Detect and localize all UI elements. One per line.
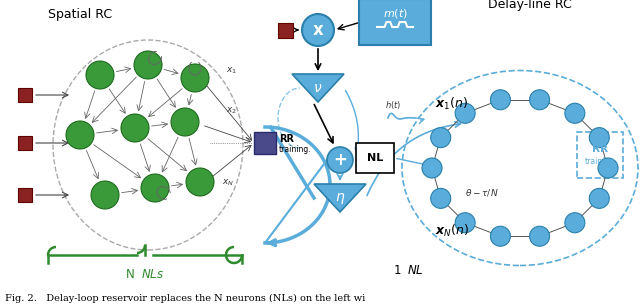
- Text: RR: RR: [279, 134, 294, 144]
- Text: x: x: [312, 21, 323, 39]
- Text: $\mathit{NLs}$: $\mathit{NLs}$: [141, 268, 164, 282]
- Circle shape: [186, 168, 214, 196]
- Text: Fig. 2.   Delay-loop reservoir replaces the N neurons (NLs) on the left wi: Fig. 2. Delay-loop reservoir replaces th…: [5, 293, 365, 303]
- Circle shape: [181, 64, 209, 92]
- FancyBboxPatch shape: [356, 143, 394, 173]
- Text: RR: RR: [592, 144, 608, 154]
- FancyBboxPatch shape: [18, 188, 32, 202]
- Text: $m(t)$: $m(t)$: [383, 8, 408, 20]
- Text: $x_2$: $x_2$: [226, 105, 237, 116]
- Circle shape: [529, 90, 550, 110]
- FancyBboxPatch shape: [577, 132, 623, 178]
- Circle shape: [490, 226, 511, 246]
- Text: 1: 1: [394, 264, 405, 277]
- Text: +: +: [333, 151, 347, 169]
- Text: $\nu$: $\nu$: [314, 81, 323, 95]
- Text: $\theta - \tau/N$: $\theta - \tau/N$: [465, 186, 499, 198]
- Circle shape: [529, 226, 550, 246]
- Circle shape: [431, 127, 451, 148]
- Circle shape: [302, 14, 334, 46]
- FancyBboxPatch shape: [359, 0, 431, 45]
- Text: $\boldsymbol{x}_1(n)$: $\boldsymbol{x}_1(n)$: [435, 96, 468, 112]
- Circle shape: [565, 213, 585, 233]
- FancyBboxPatch shape: [18, 88, 32, 102]
- Circle shape: [66, 121, 94, 149]
- Text: $x_N$: $x_N$: [222, 178, 234, 188]
- Text: $\boldsymbol{x}_N(n)$: $\boldsymbol{x}_N(n)$: [435, 223, 469, 239]
- Text: $h(t)$: $h(t)$: [385, 99, 401, 111]
- Circle shape: [422, 158, 442, 178]
- Circle shape: [589, 188, 609, 208]
- Circle shape: [327, 147, 353, 173]
- FancyBboxPatch shape: [254, 132, 276, 154]
- Circle shape: [490, 90, 511, 110]
- FancyBboxPatch shape: [278, 23, 293, 38]
- Text: training.: training.: [279, 145, 312, 153]
- Circle shape: [431, 188, 451, 208]
- Circle shape: [86, 61, 114, 89]
- Circle shape: [134, 51, 162, 79]
- Circle shape: [565, 103, 585, 123]
- Circle shape: [455, 213, 475, 233]
- Text: $x_1$: $x_1$: [226, 66, 237, 77]
- Circle shape: [171, 108, 199, 136]
- Circle shape: [91, 181, 119, 209]
- Circle shape: [589, 127, 609, 148]
- Polygon shape: [314, 184, 366, 212]
- Circle shape: [141, 174, 169, 202]
- Polygon shape: [292, 74, 344, 102]
- Text: Delay-line RC: Delay-line RC: [488, 0, 572, 11]
- Text: NL: NL: [367, 153, 383, 163]
- Text: N: N: [127, 268, 139, 282]
- Text: training: training: [585, 156, 615, 166]
- Text: $\mathit{NL}$: $\mathit{NL}$: [407, 264, 424, 277]
- FancyBboxPatch shape: [18, 136, 32, 150]
- Circle shape: [455, 103, 475, 123]
- Circle shape: [598, 158, 618, 178]
- Text: Spatial RC: Spatial RC: [48, 8, 112, 21]
- Circle shape: [121, 114, 149, 142]
- Text: $\eta$: $\eta$: [335, 191, 345, 206]
